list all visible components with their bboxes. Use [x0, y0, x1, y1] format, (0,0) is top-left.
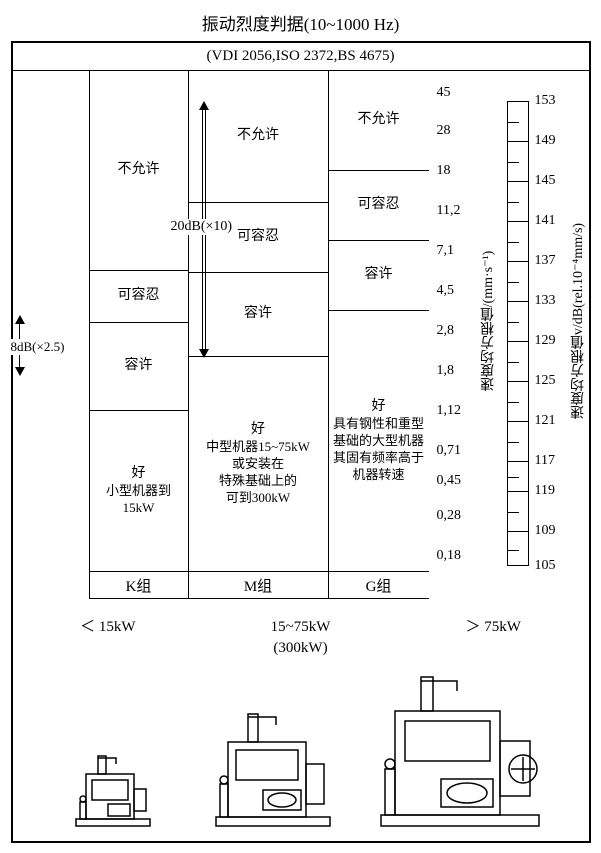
group-m: M组: [189, 572, 329, 598]
db-tick: 125: [535, 373, 556, 389]
severity-cell: 不允许: [189, 71, 328, 203]
mms-tick: 18: [437, 163, 451, 179]
scale-mms: 45 28 18 11,2 7,1 4,5 2,8 1,8 1,12 0,71 0,45 0,28 0,…: [433, 71, 473, 571]
mach-g-label: ＞ 75kW: [466, 617, 521, 659]
mach-m-label: 15~75kW (300kW): [271, 617, 331, 659]
group-g: G组: [329, 572, 429, 598]
severity-cell: 可容忍: [189, 203, 328, 273]
mms-tick: 0,45: [437, 473, 462, 489]
mms-tick: 0,28: [437, 508, 462, 524]
severity-cell: 容许: [189, 273, 328, 357]
group-k: K组: [89, 572, 189, 598]
machine-medium-icon: [208, 704, 338, 829]
db-tick: 149: [535, 133, 556, 149]
db-tick: 117: [535, 453, 555, 469]
db-tick: 105: [535, 558, 556, 574]
severity-cell: 可容忍: [90, 271, 188, 323]
mms-tick: 0,71: [437, 443, 462, 459]
chart-area: 不允许可容忍容许好小型机器到 15kW 不允许可容忍容许好中型机器15~75kW…: [13, 71, 589, 611]
chart-title: 振动烈度判据(10~1000 Hz): [10, 10, 591, 35]
db-tick: 153: [535, 93, 556, 109]
severity-cell: 好具有钢性和重型 基础的大型机器 其固有频率高于 机器转速: [329, 311, 429, 571]
db-tick: 119: [535, 483, 555, 499]
severity-cell: 容许: [90, 323, 188, 411]
db-tick: 109: [535, 523, 556, 539]
db-tick: 141: [535, 213, 556, 229]
mms-tick: 11,2: [437, 203, 461, 219]
mms-tick: 2,8: [437, 323, 455, 339]
chart-frame: (VDI 2056,ISO 2372,BS 4675) 不允许可容忍容许好小型机…: [11, 41, 591, 843]
severity-grid: 不允许可容忍容许好小型机器到 15kW 不允许可容忍容许好中型机器15~75kW…: [89, 71, 429, 571]
machines-row: ＜ 15kW 15~75kW (300kW) ＞ 75kW: [13, 611, 589, 841]
db8-label: 8dB(×2.5): [11, 339, 65, 355]
severity-cell: 可容忍: [329, 171, 429, 241]
db20-label: 20dB(×10): [171, 219, 233, 235]
mms-tick: 4,5: [437, 283, 455, 299]
group-row: K组 M组 G组: [89, 571, 429, 599]
axis-db-label: 速度均方根值v/dB(rel.10⁻⁴mm/s): [569, 223, 589, 419]
severity-cell: 不允许: [90, 71, 188, 271]
severity-cell: 不允许: [329, 71, 429, 171]
mms-tick: 45: [437, 85, 451, 101]
severity-cell: 好中型机器15~75kW 或安装在 特殊基础上的 可到300kW: [189, 357, 328, 571]
severity-cell: 容许: [329, 241, 429, 311]
col-k: 不允许可容忍容许好小型机器到 15kW: [89, 71, 189, 571]
standards-row: (VDI 2056,ISO 2372,BS 4675): [13, 43, 589, 71]
col-g: 不允许可容忍容许好具有钢性和重型 基础的大型机器 其固有频率高于 机器转速: [329, 71, 429, 571]
mms-tick: 1,8: [437, 363, 455, 379]
mms-tick: 28: [437, 123, 451, 139]
mms-tick: 1,12: [437, 403, 462, 419]
mms-tick: 0,18: [437, 548, 462, 564]
db-tick: 133: [535, 293, 556, 309]
machine-small-icon: [68, 744, 158, 829]
machine-large-icon: [373, 669, 548, 829]
axis-mms-label: 速度均方根值/(mm·s⁻¹): [479, 251, 499, 392]
scale-db: 153 149 145 141 137 133 129 125 121 117 119 109 105: [533, 71, 565, 571]
mms-tick: 7,1: [437, 243, 455, 259]
db-tick: 121: [535, 413, 556, 429]
severity-cell: 好小型机器到 15kW: [90, 411, 188, 571]
col-m: 不允许可容忍容许好中型机器15~75kW 或安装在 特殊基础上的 可到300kW: [189, 71, 329, 571]
db-tick: 129: [535, 333, 556, 349]
mach-k-label: ＜ 15kW: [80, 617, 135, 659]
db-tick: 145: [535, 173, 556, 189]
db-ruler: [507, 101, 529, 571]
db-tick: 137: [535, 253, 556, 269]
